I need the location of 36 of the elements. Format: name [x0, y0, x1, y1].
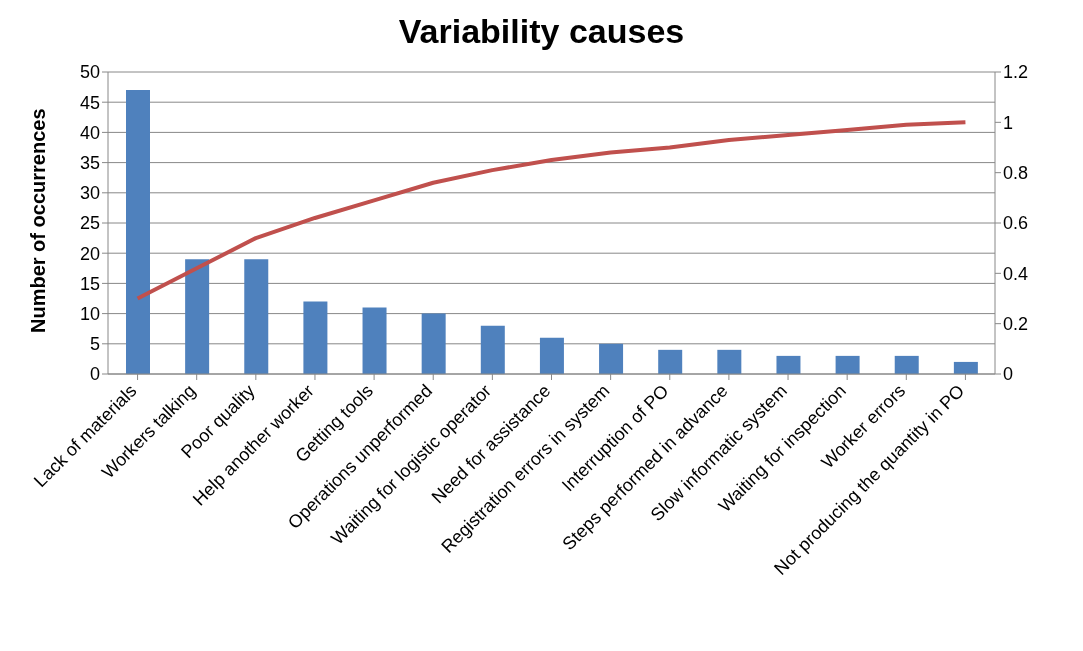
chart-title: Variability causes	[397, 11, 686, 52]
bar	[244, 259, 269, 374]
y-tick-label: 45	[79, 92, 100, 113]
bar	[539, 337, 564, 374]
bar	[421, 313, 446, 374]
y-tick-label: 25	[79, 213, 100, 234]
bar	[776, 355, 801, 374]
y2-tick-label: 0.6	[1003, 213, 1029, 234]
y2-tick-label: 0.2	[1003, 314, 1029, 335]
y-tick-label: 5	[89, 334, 100, 355]
y-tick-label: 50	[79, 62, 100, 83]
y-tick-label: 15	[79, 273, 100, 294]
y2-tick-label: 1.2	[1003, 62, 1029, 83]
bar	[362, 307, 387, 374]
y2-tick-label: 0.4	[1003, 263, 1029, 284]
bar	[717, 349, 742, 374]
bar	[480, 325, 505, 374]
y-tick-label: 35	[79, 152, 100, 173]
y2-tick-label: 0	[1003, 364, 1014, 385]
y2-tick-label: 1	[1003, 112, 1014, 133]
bar	[599, 343, 624, 374]
y-tick-label: 20	[79, 243, 100, 264]
bar	[835, 355, 860, 374]
bar	[185, 259, 210, 374]
bar	[303, 301, 328, 374]
bar	[126, 90, 150, 374]
y-tick-label: 40	[79, 122, 100, 143]
bar	[953, 361, 978, 374]
bar	[658, 349, 683, 374]
y2-tick-label: 0.8	[1003, 163, 1029, 184]
y-tick-label: 10	[79, 303, 100, 324]
y-axis-title: Number of occurrences	[27, 108, 50, 333]
y-tick-label: 30	[79, 183, 100, 204]
bar	[894, 355, 919, 374]
line-series	[135, 120, 968, 301]
y-tick-label: 0	[89, 364, 100, 385]
